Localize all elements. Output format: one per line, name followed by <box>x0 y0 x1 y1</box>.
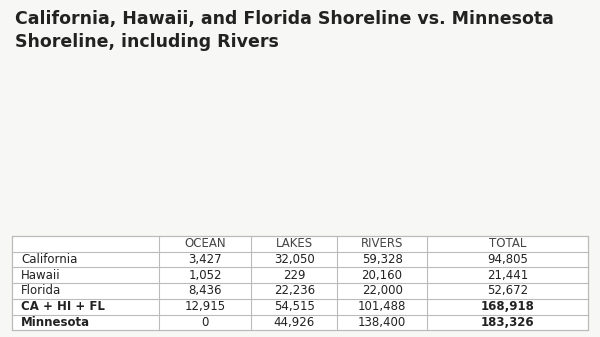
Text: 168,918: 168,918 <box>481 300 534 313</box>
Text: Hawaii: Hawaii <box>21 269 61 282</box>
Text: California: California <box>21 253 77 266</box>
Text: 20,160: 20,160 <box>362 269 403 282</box>
Text: 3,427: 3,427 <box>188 253 222 266</box>
Text: 22,236: 22,236 <box>274 284 315 298</box>
Text: 229: 229 <box>283 269 305 282</box>
Text: 44,926: 44,926 <box>274 316 315 329</box>
Text: 12,915: 12,915 <box>184 300 226 313</box>
Text: 94,805: 94,805 <box>487 253 528 266</box>
Text: California, Hawaii, and Florida Shoreline vs. Minnesota
Shoreline, including Riv: California, Hawaii, and Florida Shorelin… <box>15 10 554 51</box>
Text: CA + HI + FL: CA + HI + FL <box>21 300 105 313</box>
Text: 8,436: 8,436 <box>188 284 222 298</box>
Text: 32,050: 32,050 <box>274 253 314 266</box>
Text: 59,328: 59,328 <box>362 253 403 266</box>
Text: LAKES: LAKES <box>275 237 313 250</box>
Text: TOTAL: TOTAL <box>488 237 526 250</box>
Text: 138,400: 138,400 <box>358 316 406 329</box>
Text: 52,672: 52,672 <box>487 284 528 298</box>
Text: 21,441: 21,441 <box>487 269 528 282</box>
Text: OCEAN: OCEAN <box>184 237 226 250</box>
Text: 0: 0 <box>201 316 209 329</box>
Text: Minnesota: Minnesota <box>21 316 90 329</box>
Text: RIVERS: RIVERS <box>361 237 403 250</box>
Text: 1,052: 1,052 <box>188 269 222 282</box>
Text: Florida: Florida <box>21 284 61 298</box>
Text: 183,326: 183,326 <box>481 316 534 329</box>
Text: 101,488: 101,488 <box>358 300 406 313</box>
Text: 22,000: 22,000 <box>362 284 403 298</box>
Text: 54,515: 54,515 <box>274 300 314 313</box>
